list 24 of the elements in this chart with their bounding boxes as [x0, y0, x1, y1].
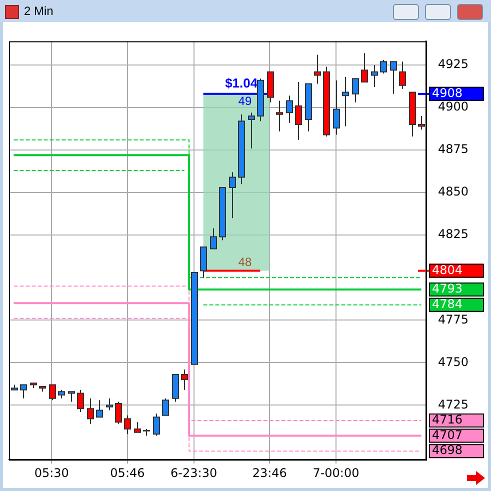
ref-line-label: 4908	[432, 86, 463, 100]
annotation: 49	[238, 94, 252, 108]
x-tick-label: 7-00:00	[312, 466, 360, 480]
y-tick-label: 4725	[438, 397, 469, 412]
x-tick-label: 05:30	[34, 466, 69, 480]
annotation: $1.04	[225, 76, 258, 91]
y-tick-label: 4825	[438, 227, 469, 242]
data-label: 4784	[432, 296, 463, 311]
ref-line-label: 4804	[432, 262, 463, 277]
chart-title: 2 Min	[24, 4, 54, 18]
x-tick-label: 6-23:30	[170, 466, 218, 480]
y-tick-label: 4750	[438, 354, 469, 369]
data-label: 4793	[432, 282, 463, 296]
annotation: 48	[238, 255, 252, 270]
y-tick-label: 4875	[438, 142, 469, 156]
x-tick-label: 23:46	[252, 466, 287, 480]
y-tick-label: 4850	[438, 184, 469, 199]
data-label: 4716	[432, 412, 463, 427]
data-label: 4707	[432, 428, 463, 442]
y-tick-label: 4900	[438, 100, 469, 114]
data-label: 4698	[432, 443, 463, 458]
y-tick-label: 4925	[438, 57, 469, 72]
x-tick-label: 05:46	[110, 466, 145, 480]
y-tick-label: 4775	[438, 312, 469, 326]
